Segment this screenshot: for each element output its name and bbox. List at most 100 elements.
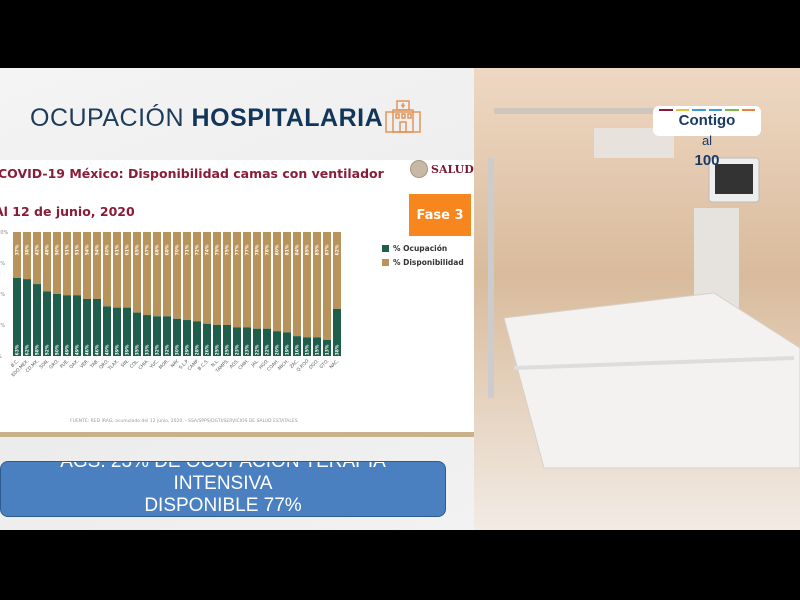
data-label-occupancy: 25% bbox=[225, 344, 231, 355]
data-label-availability: 38% bbox=[25, 244, 31, 255]
bar-occupancy bbox=[93, 298, 101, 356]
data-label-occupancy: 29% bbox=[185, 344, 191, 355]
title-bold: HOSPITALARIA bbox=[191, 104, 384, 132]
bar-occupancy bbox=[53, 294, 61, 356]
bar-occupancy bbox=[243, 327, 251, 356]
bar-availability bbox=[13, 232, 21, 278]
bar-occupancy bbox=[23, 279, 31, 356]
title-light: OCUPACIÓN bbox=[30, 104, 185, 132]
x-tick-label: AGS. bbox=[229, 358, 241, 370]
data-label-availability: 77% bbox=[235, 244, 241, 255]
bar-availability bbox=[203, 232, 211, 324]
data-label-occupancy: 15% bbox=[305, 344, 311, 355]
bar-availability bbox=[153, 232, 161, 317]
data-label-availability: 61% bbox=[115, 244, 121, 255]
data-label-availability: 62% bbox=[335, 244, 341, 255]
data-label-availability: 70% bbox=[175, 244, 181, 255]
bar-occupancy bbox=[313, 337, 321, 356]
bar-availability bbox=[253, 232, 261, 329]
data-label-availability: 37% bbox=[15, 244, 21, 255]
bar-availability bbox=[263, 232, 271, 329]
bar-occupancy bbox=[73, 295, 81, 356]
bar-occupancy bbox=[263, 328, 271, 356]
bar-occupancy bbox=[173, 318, 181, 356]
x-tick-label: GRO. bbox=[48, 358, 60, 370]
data-label-availability: 85% bbox=[315, 244, 321, 255]
data-label-availability: 71% bbox=[185, 244, 191, 255]
data-label-availability: 87% bbox=[325, 244, 331, 255]
bar-occupancy bbox=[63, 295, 71, 356]
x-tick-label: YUC. bbox=[148, 358, 160, 370]
x-tick-label: GTO. bbox=[318, 358, 330, 370]
data-label-occupancy: 40% bbox=[105, 344, 111, 355]
data-label-occupancy: 16% bbox=[295, 344, 301, 355]
data-label-occupancy: 49% bbox=[65, 344, 71, 355]
chart-title: COVID-19 México: Disponibilidad camas co… bbox=[0, 166, 384, 181]
x-tick-label: N.L. bbox=[210, 358, 220, 368]
bar-occupancy bbox=[233, 327, 241, 356]
x-tick-label: PUE. bbox=[59, 358, 71, 370]
data-label-occupancy: 46% bbox=[85, 344, 91, 355]
data-label-availability: 80% bbox=[275, 244, 281, 255]
data-label-availability: 68% bbox=[155, 244, 161, 255]
banner-line: AGS. 23% DE OCUPACIÓN TERAPIA bbox=[60, 461, 386, 472]
x-tick-label: DGO. bbox=[308, 358, 321, 371]
data-label-availability: 75% bbox=[215, 244, 221, 255]
data-label-availability: 75% bbox=[225, 244, 231, 255]
bar-availability bbox=[303, 232, 311, 338]
bar-occupancy bbox=[303, 337, 311, 356]
bar-availability bbox=[133, 232, 141, 313]
bar-availability bbox=[193, 232, 201, 322]
data-label-availability: 72% bbox=[195, 244, 201, 255]
data-label-availability: 51% bbox=[65, 244, 71, 255]
bar-availability bbox=[103, 232, 111, 307]
data-label-availability: 48% bbox=[45, 244, 51, 255]
bar-occupancy bbox=[183, 320, 191, 356]
data-label-occupancy: 15% bbox=[315, 344, 321, 355]
stacked-bar-chart: 0%25%50%75%100%37%63%B.C.38%62%EDO.MEX.4… bbox=[0, 230, 341, 378]
bar-availability bbox=[173, 232, 181, 319]
data-label-occupancy: 23% bbox=[235, 344, 241, 355]
x-tick-label: B.C. bbox=[10, 358, 21, 369]
bar-occupancy bbox=[223, 325, 231, 356]
hospital-icon bbox=[385, 100, 421, 133]
data-label-availability: 65% bbox=[135, 244, 141, 255]
bar-availability bbox=[23, 232, 31, 280]
data-label-occupancy: 50% bbox=[55, 344, 61, 355]
data-label-occupancy: 20% bbox=[275, 344, 281, 355]
bar-occupancy bbox=[193, 321, 201, 356]
bar-occupancy bbox=[113, 307, 121, 356]
bar-availability bbox=[283, 232, 291, 333]
data-label-availability: 50% bbox=[55, 244, 61, 255]
bar-availability bbox=[43, 232, 51, 292]
data-label-occupancy: 62% bbox=[25, 344, 31, 355]
divider bbox=[0, 432, 474, 437]
y-tick-label: 75% bbox=[0, 261, 5, 267]
data-label-occupancy: 46% bbox=[95, 344, 101, 355]
data-label-occupancy: 58% bbox=[35, 344, 41, 355]
chart-source: FUENTE: RED IRAG, acumulado del 12 junio… bbox=[70, 419, 298, 424]
bar-availability bbox=[183, 232, 191, 321]
bar-occupancy bbox=[43, 291, 51, 356]
banner-line: DISPONIBLE 77% bbox=[144, 495, 302, 516]
y-tick-label: 25% bbox=[0, 323, 5, 329]
data-label-occupancy: 33% bbox=[145, 344, 151, 355]
legend-swatch bbox=[382, 245, 389, 252]
data-label-occupancy: 19% bbox=[285, 344, 291, 355]
x-tick-label: OAX. bbox=[68, 358, 80, 370]
x-tick-label: B.C.S. bbox=[197, 358, 211, 372]
x-tick-label: JAL. bbox=[250, 358, 261, 369]
data-label-availability: 68% bbox=[165, 244, 171, 255]
data-label-occupancy: 52% bbox=[45, 344, 51, 355]
bar-occupancy bbox=[323, 339, 331, 356]
bar-availability bbox=[323, 232, 331, 340]
data-label-availability: 60% bbox=[105, 244, 111, 255]
bed-illustration bbox=[474, 68, 800, 530]
bar-availability bbox=[63, 232, 71, 296]
bar-availability bbox=[163, 232, 171, 317]
y-tick-label: 50% bbox=[0, 292, 5, 298]
data-label-occupancy: 35% bbox=[135, 344, 141, 355]
x-tick-label: MICH. bbox=[277, 358, 291, 372]
phase-badge: Fase 3 bbox=[409, 194, 471, 236]
x-tick-label: VER. bbox=[79, 358, 91, 370]
